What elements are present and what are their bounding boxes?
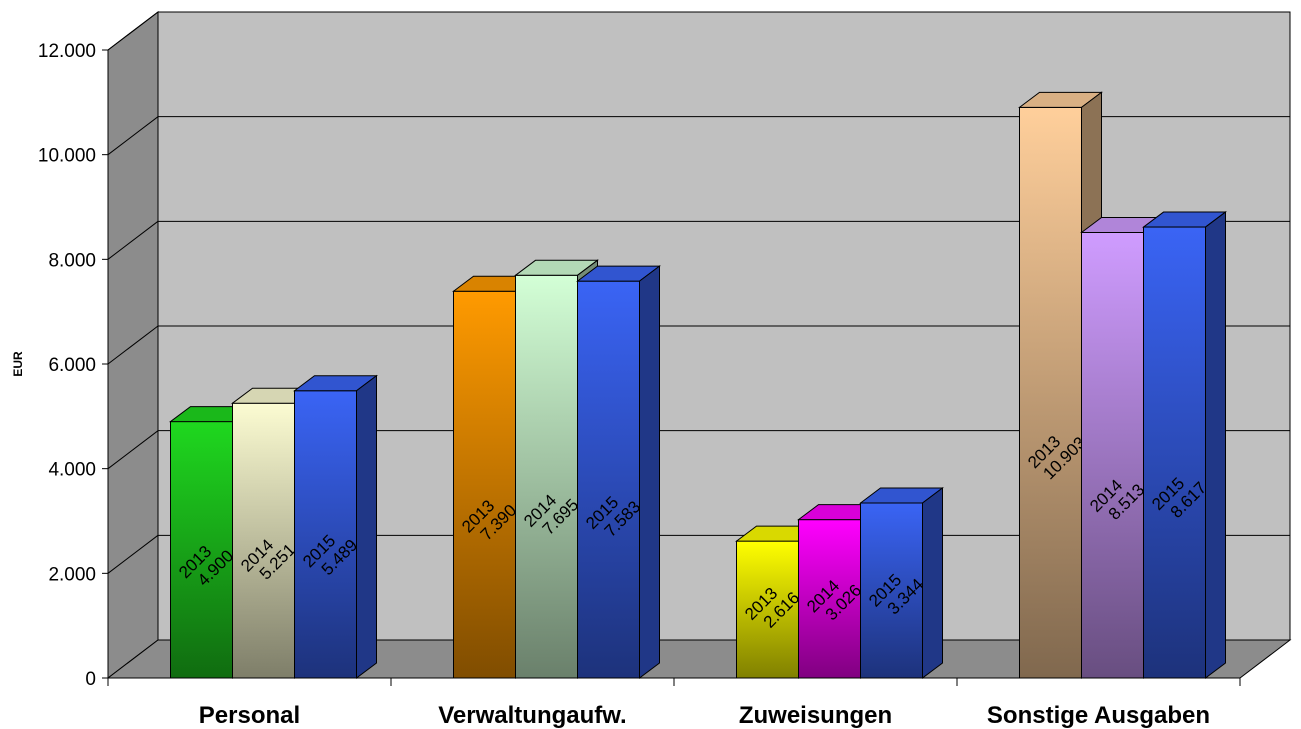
- y-tick-label: 0: [85, 669, 96, 690]
- bar-2015-Personal: 20155.489: [293, 374, 378, 679]
- category-label: Zuweisungen: [739, 702, 892, 729]
- bar-front: [515, 274, 578, 679]
- bar-front: [294, 390, 357, 679]
- bar-2015-Sonstige Ausgaben: 20158.617: [1142, 211, 1227, 679]
- y-axis-label: EUR: [11, 351, 25, 377]
- bar-side: [1205, 211, 1226, 679]
- bar-front: [170, 421, 233, 679]
- y-tick-label: 8.000: [48, 250, 96, 271]
- bar-side: [356, 374, 377, 679]
- category-label: Sonstige Ausgaben: [987, 702, 1210, 729]
- bar-side: [922, 486, 943, 679]
- gridline-side: [107, 116, 159, 156]
- gridline-side: [107, 325, 159, 365]
- bar-front: [736, 540, 799, 679]
- y-tick-label: 2.000: [48, 564, 96, 585]
- bar-front: [453, 290, 516, 679]
- bar-data-label: 20134.900: [175, 533, 237, 595]
- bar-2015-Zuweisungen: 20153.344: [859, 486, 944, 679]
- y-tick-label: 4.000: [48, 460, 96, 481]
- axes: 0 2.000 4.000 6.000 8.000 10.000 12.000 EUR Pers…: [11, 41, 1241, 729]
- category-label: Verwaltungaufw.: [438, 702, 626, 729]
- bar-front: [577, 280, 640, 679]
- bar-front: [860, 502, 923, 679]
- gridline-side: [107, 430, 159, 470]
- y-tick-label: 10.000: [38, 146, 96, 167]
- y-tick-label: 12.000: [38, 41, 96, 62]
- bar-2015-Verwaltungaufw.: 20157.583: [576, 265, 661, 679]
- gridline-side: [107, 220, 159, 260]
- bar-side: [639, 265, 660, 679]
- bar-front: [1019, 106, 1082, 679]
- bar-front: [232, 402, 295, 679]
- bar-front: [1081, 231, 1144, 679]
- gridline-side: [107, 534, 159, 574]
- bar-front: [1143, 226, 1206, 679]
- category-label: Personal: [199, 702, 300, 729]
- gridline-side: [107, 11, 159, 51]
- y-tick-label: 6.000: [48, 355, 96, 376]
